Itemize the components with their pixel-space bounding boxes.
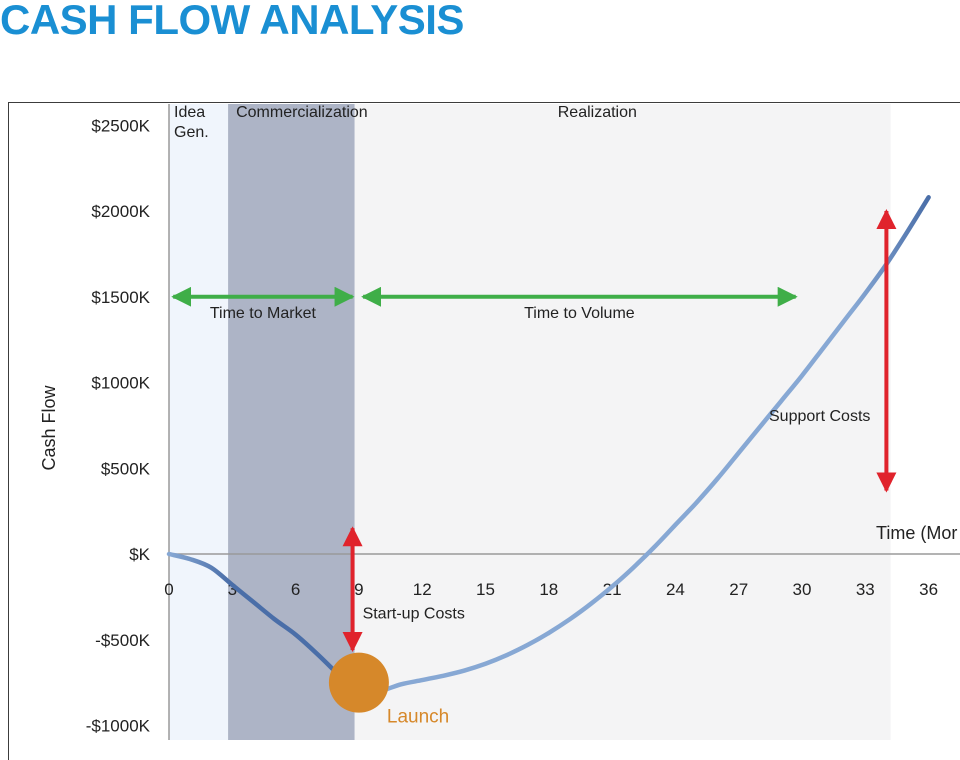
y-tick-label: $1000K [91,374,150,393]
launch-label: Launch [387,707,449,728]
y-tick-label: $2500K [91,116,150,135]
x-tick-label: 9 [354,580,363,599]
x-tick-label: 33 [856,580,875,599]
x-tick-label: 12 [413,580,432,599]
x-axis-title: Time (Mor [876,523,957,543]
commercialization-phase-label: Commercialization [236,104,368,121]
y-tick-label: $1500K [91,288,150,307]
y-tick-label: $500K [101,459,151,478]
realization-phase-band [354,104,891,740]
y-tick-label: -$500K [95,631,150,650]
page-title: CASH FLOW ANALYSIS [0,0,464,43]
cash-flow-line [166,195,931,698]
realization-phase-label: Realization [558,104,637,121]
frame-top-border [8,102,960,103]
x-tick-label: 18 [539,580,558,599]
y-tick-label: $2000K [91,202,150,221]
commercialization-phase-band [228,104,355,740]
launch-marker [328,652,389,713]
y-axis-title: Cash Flow [39,384,59,470]
x-tick-label: 24 [666,580,685,599]
x-tick-label: 30 [793,580,812,599]
time-to-market-label: Time to Market [210,305,317,322]
support-costs-label: Support Costs [769,408,870,425]
x-tick-label: 0 [164,580,173,599]
x-tick-label: 36 [919,580,938,599]
startup-costs-label: Start-up Costs [363,605,465,622]
idea-phase-label: Idea Gen. [174,104,209,141]
x-tick-label: 27 [729,580,748,599]
x-tick-label: 15 [476,580,495,599]
x-tick-label: 3 [228,580,237,599]
time-to-volume-label: Time to Volume [524,305,635,322]
idea-phase-band [169,104,229,740]
x-tick-label: 6 [291,580,300,599]
y-tick-label: -$1000K [86,717,151,736]
y-tick-label: $K [129,545,150,564]
frame-left-border [8,102,9,760]
